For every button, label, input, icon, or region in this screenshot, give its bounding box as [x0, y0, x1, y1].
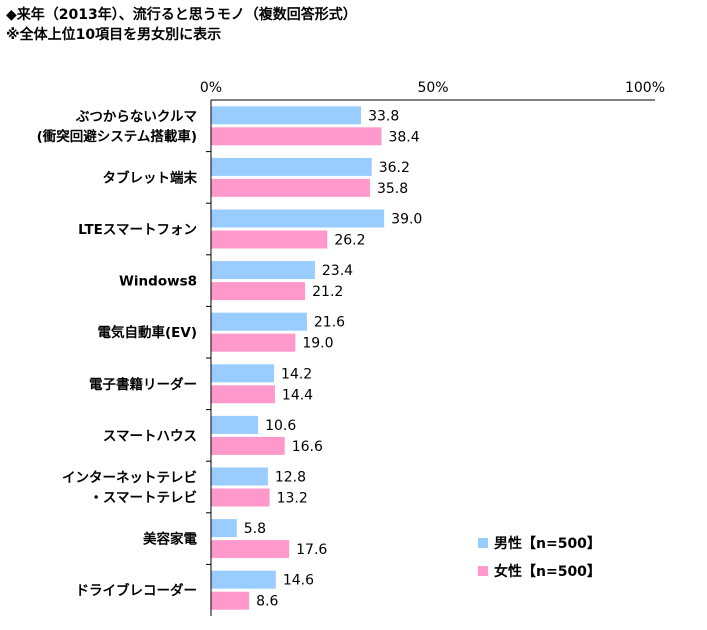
data-label: 26.2 — [334, 233, 365, 249]
data-label: 23.4 — [322, 263, 353, 279]
bar-female — [211, 591, 250, 610]
data-label: 5.8 — [244, 521, 266, 537]
data-label: 8.6 — [256, 594, 278, 610]
bar-female — [211, 178, 370, 197]
bar-male — [211, 157, 372, 176]
legend-label: 男性【n=500】 — [494, 535, 601, 552]
bar-male — [211, 261, 315, 280]
bar-female — [211, 385, 275, 404]
category-label: ぶつからないクルマ — [75, 109, 197, 125]
bar-female — [211, 333, 296, 352]
legend-swatch-female — [478, 566, 488, 576]
data-label: 39.0 — [391, 212, 422, 228]
data-label: 21.6 — [314, 315, 345, 331]
bar-female — [211, 540, 290, 559]
data-label: 14.4 — [282, 387, 313, 403]
category-label: 美容家電 — [143, 531, 197, 548]
bar-male — [211, 312, 307, 331]
data-label: 17.6 — [296, 542, 327, 558]
data-label: 13.2 — [277, 491, 308, 507]
data-label: 36.2 — [379, 160, 410, 176]
chart-subtitle: ※全体上位10項目を男女別に表示 — [6, 27, 222, 43]
data-label: 33.8 — [368, 108, 399, 124]
data-label: 35.8 — [377, 181, 408, 197]
category-label: 電子書籍リーダー — [89, 376, 197, 393]
category-label: タブレット端末 — [103, 169, 198, 186]
data-label: 19.0 — [302, 336, 333, 352]
category-label: インターネットテレビ — [62, 470, 197, 486]
data-label: 10.6 — [265, 418, 296, 434]
data-label: 38.4 — [388, 129, 419, 145]
bar-female — [211, 488, 270, 507]
bar-male — [211, 467, 268, 486]
x-tick-label: 0% — [200, 80, 222, 96]
category-label: LTEスマートフォン — [78, 222, 197, 238]
legend-swatch-male — [478, 538, 488, 548]
bar-male — [211, 106, 362, 125]
category-label: Windows8 — [119, 274, 197, 290]
bar-male — [211, 209, 385, 228]
data-label: 14.2 — [281, 366, 312, 382]
bar-female — [211, 230, 328, 249]
bar-female — [211, 436, 285, 455]
data-label: 14.6 — [283, 573, 314, 589]
data-label: 12.8 — [275, 470, 306, 486]
category-label: ドライブレコーダー — [76, 582, 198, 599]
bar-male — [211, 415, 259, 434]
category-label: 電気自動車(EV) — [97, 324, 197, 341]
category-label: (衝突回避システム搭載車) — [37, 128, 197, 145]
x-tick-label: 50% — [417, 80, 448, 96]
data-label: 21.2 — [312, 284, 343, 300]
data-label: 16.6 — [292, 439, 323, 455]
bar-female — [211, 282, 306, 301]
bar-male — [211, 364, 275, 383]
bar-male — [211, 570, 276, 589]
chart-title: ◆来年（2013年）、流行ると思うモノ（複数回答形式） — [6, 7, 357, 23]
category-label: ・スマートテレビ — [89, 490, 197, 506]
legend-label: 女性【n=500】 — [494, 563, 601, 580]
category-label: スマートハウス — [103, 428, 197, 444]
bar-female — [211, 127, 382, 146]
bar-male — [211, 519, 237, 538]
x-tick-label: 100% — [625, 80, 665, 96]
